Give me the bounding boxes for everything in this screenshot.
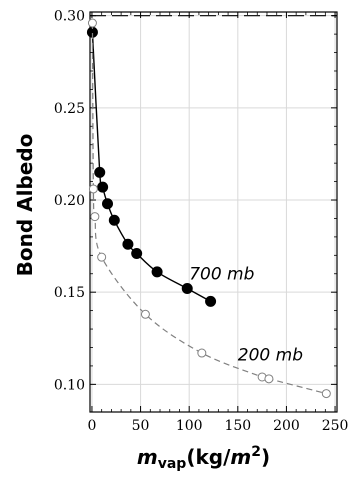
series-1: 200 mb [87,18,331,399]
data-point [131,247,143,259]
x-tick-label: 0 [87,418,96,434]
series-line [91,32,211,303]
data-point [140,309,150,319]
x-axis-title: mvap(kg/m2) [137,444,270,472]
x-tick-label: 50 [132,418,150,434]
grid [90,12,337,412]
y-tick-label: 0.15 [54,285,85,301]
data-point [108,214,120,226]
axis-ticks: 0 50 100 150 200 250 0.10 0.15 0.20 0.25 0.30 [54,9,348,434]
series-line [91,23,327,395]
data-point [97,181,109,193]
x-tick-label: 150 [224,418,251,434]
data-point [151,266,163,278]
plot-frame [89,11,338,413]
data-point [90,212,100,222]
x-tick-label: 200 [273,418,300,434]
data-point [205,295,217,307]
data-point [264,374,274,384]
data-point [88,184,98,194]
series-layer: 700 mb 200 mb [86,18,331,399]
series-0: 700 mb [86,26,254,307]
y-tick-label: 0.20 [54,193,85,209]
data-point [197,348,207,358]
y-axis-title: Bond Albedo [13,134,37,277]
x-tick-label: 100 [176,418,203,434]
data-point [97,252,107,262]
data-point [102,198,114,210]
y-tick-label: 0.30 [54,9,85,25]
y-tick-label: 0.10 [54,377,85,393]
series-label: 700 mb [189,264,254,284]
x-axis-title-close: ) [261,445,270,469]
y-tick-label: 0.25 [54,101,85,117]
x-axis-title-unit: m [230,445,251,469]
data-point [181,282,193,294]
data-point [94,166,106,178]
x-axis-title-sub: vap [158,456,187,472]
data-point [122,238,134,250]
x-tick-label: 250 [322,418,348,434]
data-point [87,18,97,28]
x-axis-title-sup: 2 [251,444,261,460]
x-axis-title-base: m [137,445,158,469]
series-label: 200 mb [238,345,303,365]
x-axis-title-rest: (kg/ [186,445,231,469]
data-point [321,389,331,399]
